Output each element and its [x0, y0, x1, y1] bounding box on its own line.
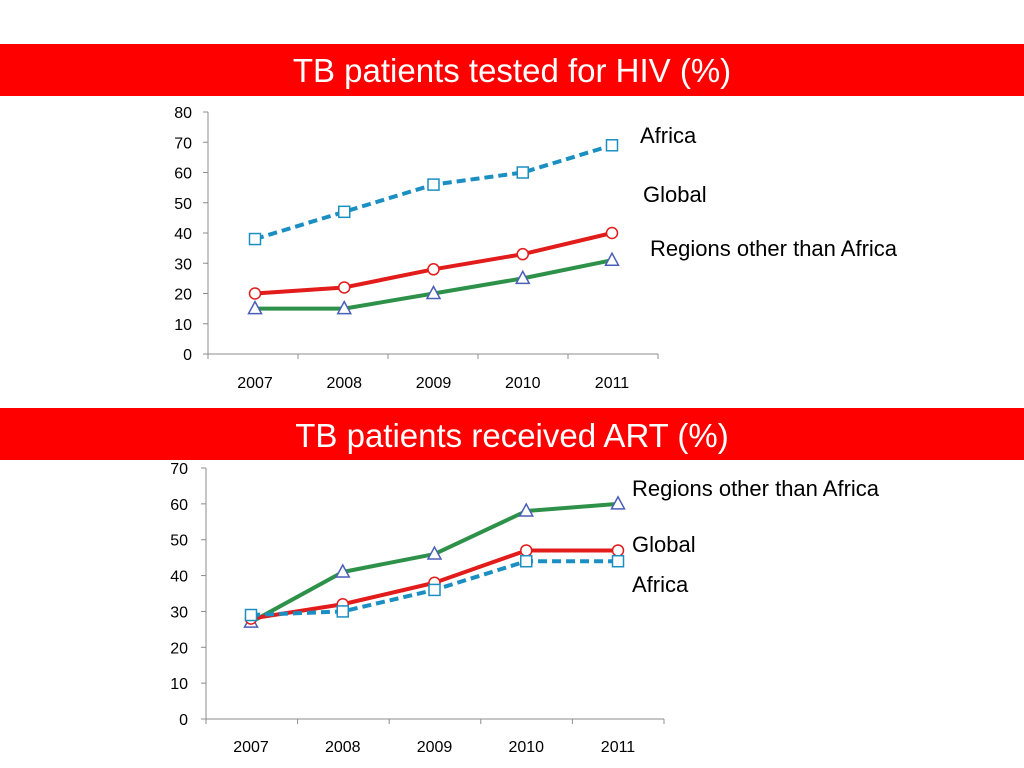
data-point-square [427, 178, 440, 191]
data-point-triangle [247, 300, 263, 315]
y-tick-label: 30 [170, 604, 188, 621]
data-point-square [338, 205, 351, 219]
x-tick-label: 2010 [508, 739, 544, 756]
y-tick-label: 20 [174, 287, 192, 304]
data-point-circle [427, 263, 440, 276]
y-tick-label: 30 [174, 256, 192, 273]
x-tick-label: 2011 [595, 375, 630, 392]
data-point-square [428, 583, 441, 597]
series-label-regions-other-than-africa: Regions other than Africa [650, 236, 898, 261]
y-tick-label: 80 [174, 105, 192, 122]
data-point-circle [611, 544, 625, 557]
data-point-circle [338, 281, 351, 294]
data-point-triangle [334, 563, 351, 578]
data-point-triangle [514, 269, 531, 285]
y-tick-label: 10 [174, 317, 192, 334]
y-tick-label: 60 [170, 497, 188, 514]
data-point-square [520, 554, 533, 568]
series-label-global: Global [643, 182, 707, 207]
data-point-square [336, 605, 349, 618]
data-point-square [244, 608, 258, 622]
y-tick-label: 0 [179, 712, 188, 729]
series-label-regions-other-than-africa: Regions other than Africa [632, 476, 880, 501]
series-africa [244, 554, 625, 622]
y-tick-label: 40 [170, 569, 188, 586]
data-point-triangle [425, 284, 442, 300]
series-label-africa: Africa [640, 123, 697, 148]
data-point-triangle [426, 545, 443, 560]
y-tick-label: 70 [170, 461, 188, 478]
x-tick-label: 2009 [417, 739, 453, 756]
x-tick-label: 2008 [325, 739, 361, 756]
data-point-square [516, 166, 529, 179]
x-tick-label: 2007 [233, 739, 269, 756]
series-regions-other-than-africa [247, 251, 620, 315]
data-point-triangle [518, 502, 535, 517]
chart-title-art: TB patients received ART (%) [0, 408, 1024, 460]
series-line-regions-other-than-africa [250, 501, 619, 624]
y-tick-label: 20 [170, 640, 188, 657]
series-africa [248, 139, 619, 246]
series-line-africa [254, 143, 613, 241]
data-point-circle [248, 287, 262, 300]
hiv-testing-line-chart: 0 10 20 30 40 50 60 70 80 2007 2008 2009 2010 2011 Afr… [174, 105, 898, 392]
data-point-triangle [610, 495, 626, 510]
art-line-chart: 0 10 20 30 40 50 60 70 2007 2008 2009 2010 2011 Regio… [170, 461, 880, 756]
y-tick-label: 50 [170, 533, 188, 550]
data-point-square [611, 554, 625, 568]
series-label-africa: Africa [632, 572, 689, 597]
data-point-square [605, 139, 619, 152]
x-tick-label: 2011 [601, 739, 636, 756]
data-point-circle [516, 247, 529, 261]
x-tick-label: 2008 [326, 375, 362, 392]
y-tick-label: 70 [174, 135, 192, 152]
x-tick-label: 2009 [416, 375, 452, 392]
data-point-triangle [604, 251, 620, 266]
series-global [248, 226, 619, 300]
y-tick-label: 0 [183, 347, 192, 364]
chart-title-hiv-testing: TB patients tested for HIV (%) [0, 44, 1024, 96]
y-tick-label: 10 [170, 676, 188, 693]
data-point-circle [520, 544, 533, 557]
y-tick-label: 50 [174, 196, 192, 213]
series-label-global: Global [632, 532, 696, 557]
data-point-triangle [336, 300, 353, 315]
x-tick-label: 2010 [505, 375, 541, 392]
data-point-square [248, 232, 262, 246]
y-tick-label: 40 [174, 226, 192, 243]
x-tick-label: 2007 [237, 375, 273, 392]
data-point-circle [605, 226, 619, 240]
y-tick-label: 60 [174, 166, 192, 183]
